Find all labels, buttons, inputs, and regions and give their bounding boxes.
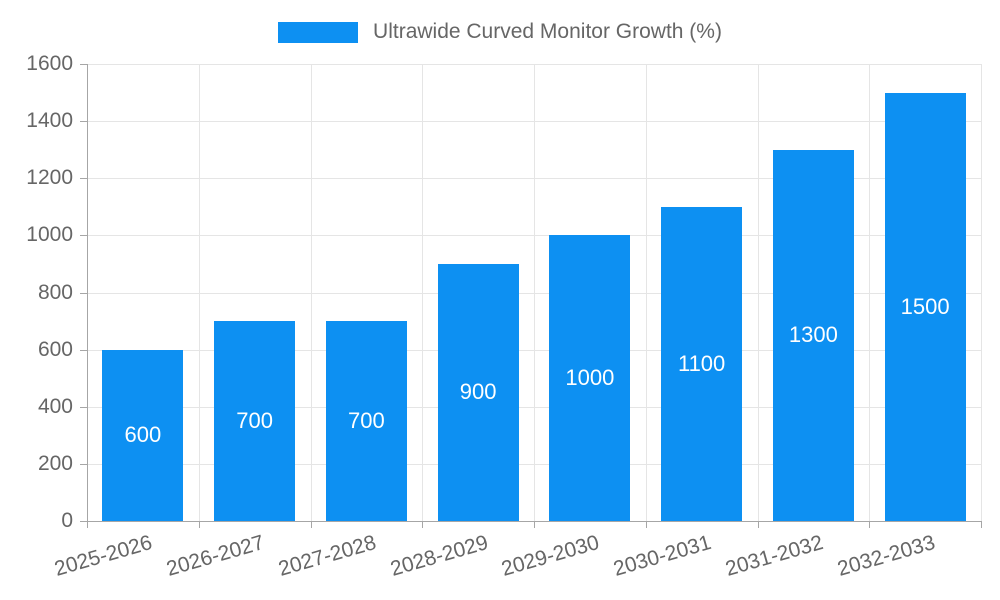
bar-value-label: 600 — [124, 422, 162, 448]
v-gridline — [981, 64, 982, 521]
bar — [549, 235, 631, 521]
x-axis-tick-label: 2029-2030 — [499, 531, 603, 581]
x-tick-mark — [981, 521, 982, 528]
y-axis-tick-label: 400 — [37, 394, 73, 418]
x-tick-mark — [645, 521, 647, 528]
y-axis-tick-label: 800 — [37, 280, 73, 304]
y-tick-mark — [80, 349, 87, 351]
y-tick-mark — [80, 121, 87, 123]
x-axis-tick-label: 2030-2031 — [611, 531, 714, 581]
v-gridline — [198, 64, 200, 521]
y-tick-mark — [80, 521, 87, 522]
v-gridline — [645, 64, 647, 521]
v-gridline — [869, 64, 871, 521]
x-tick-mark — [869, 521, 871, 528]
x-tick-mark — [87, 521, 88, 528]
x-axis-tick-label: 2028-2029 — [387, 531, 491, 581]
x-axis-tick-label: 2031-2032 — [722, 531, 826, 581]
y-tick-mark — [80, 235, 87, 237]
x-tick-mark — [757, 521, 759, 528]
x-tick-mark — [422, 521, 424, 528]
y-axis-tick-label: 1400 — [26, 109, 73, 133]
x-tick-mark — [534, 521, 535, 528]
y-axis-tick-label: 1000 — [26, 223, 73, 247]
bar — [214, 321, 296, 521]
x-tick-mark — [310, 521, 312, 528]
y-tick-mark — [80, 463, 87, 465]
y-axis-line — [87, 64, 88, 521]
bar-value-label: 1000 — [565, 365, 615, 391]
chart-legend: Ultrawide Curved Monitor Growth (%) — [0, 21, 1000, 43]
x-axis-tick-label: 2027-2028 — [275, 531, 379, 581]
x-axis-line — [87, 521, 981, 522]
bar-value-label: 700 — [236, 408, 273, 434]
y-axis-tick-label: 1600 — [26, 52, 73, 75]
x-axis-tick-label: 2025-2026 — [52, 531, 156, 581]
v-gridline — [757, 64, 759, 521]
y-axis-tick-label: 1200 — [26, 166, 73, 190]
y-tick-mark — [80, 178, 87, 180]
y-tick-mark — [80, 292, 87, 294]
y-tick-mark — [80, 406, 87, 408]
bar — [102, 349, 184, 521]
bar-value-label: 1100 — [677, 350, 726, 376]
x-tick-mark — [198, 521, 200, 528]
x-axis-tick-label: 2032-2033 — [834, 531, 938, 581]
v-gridline — [310, 64, 312, 521]
bar-value-label: 1500 — [900, 293, 950, 319]
bar — [772, 149, 854, 521]
y-axis-tick-label: 0 — [61, 509, 73, 532]
bar — [437, 263, 519, 521]
bar-value-label: 1300 — [788, 322, 838, 348]
bar — [884, 92, 966, 521]
bar-value-label: 900 — [459, 379, 497, 405]
v-gridline — [534, 64, 535, 521]
legend-swatch — [278, 21, 359, 43]
bar — [661, 206, 743, 521]
y-tick-mark — [80, 64, 87, 65]
x-axis-tick-label: 2026-2027 — [164, 531, 267, 581]
bar-value-label: 700 — [348, 408, 385, 434]
y-axis-tick-label: 200 — [37, 451, 73, 475]
v-gridline — [422, 64, 424, 521]
legend-label: Ultrawide Curved Monitor Growth (%) — [373, 20, 722, 43]
bar — [325, 321, 407, 521]
y-axis-tick-label: 600 — [37, 337, 73, 361]
